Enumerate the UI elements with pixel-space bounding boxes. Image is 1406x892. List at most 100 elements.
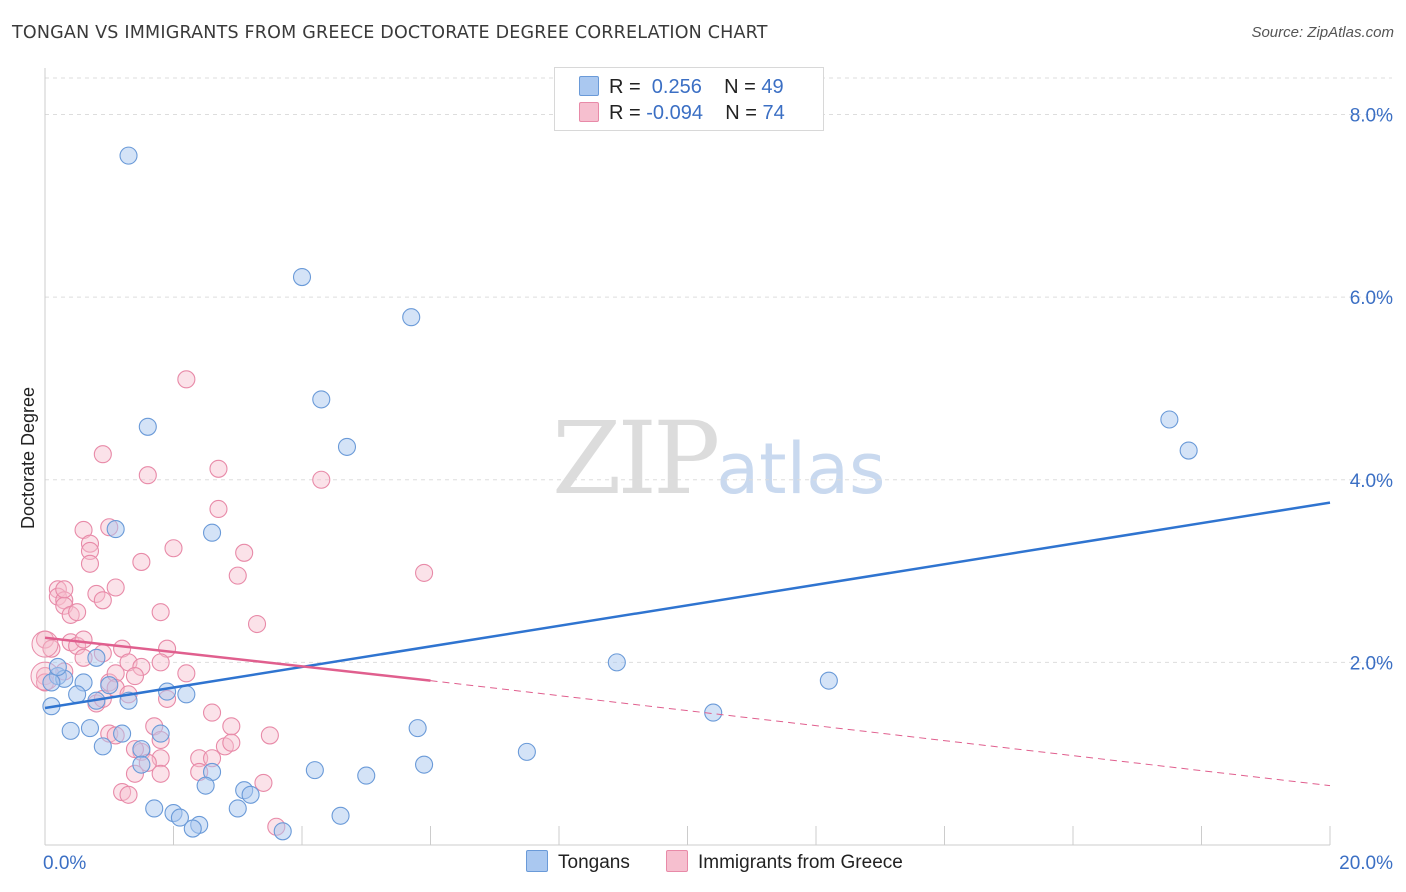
y-tick-label: 4.0%: [1350, 471, 1393, 492]
point-tongans: [273, 822, 292, 841]
legend-row-greece: R = -0.094 N = 74: [579, 102, 785, 128]
point-tongans: [119, 146, 138, 165]
point-tongans: [331, 806, 350, 825]
point-immigrants-from-greece: [132, 657, 151, 676]
point-immigrants-from-greece: [80, 554, 100, 573]
bottom-legend-greece: Immigrants from Greece: [666, 850, 903, 874]
point-immigrants-from-greece: [93, 445, 112, 464]
point-tongans: [158, 682, 177, 701]
trendline-greece-extrapolated: [430, 680, 1331, 787]
axes: [44, 68, 1331, 846]
y-tick-label: 8.0%: [1350, 106, 1393, 127]
source-credit: Source: ZipAtlas.com: [1251, 24, 1394, 41]
point-tongans: [819, 671, 838, 690]
point-immigrants-from-greece: [125, 667, 144, 686]
point-tongans: [241, 785, 260, 804]
series-tongans: [42, 146, 1198, 841]
point-tongans: [113, 724, 132, 743]
point-tongans: [151, 724, 170, 743]
point-tongans: [100, 676, 119, 695]
point-tongans: [415, 755, 434, 774]
grid-lines: [45, 77, 1392, 663]
bottom-legend-tongans: Tongans: [526, 850, 630, 874]
legend-r-value: -0.094: [646, 102, 703, 124]
point-tongans: [1160, 410, 1179, 429]
correlation-legend: R = 0.256 N = 49 R = -0.094 N = 74: [554, 67, 824, 131]
point-tongans: [145, 799, 164, 818]
point-immigrants-from-greece: [164, 539, 183, 558]
point-immigrants-from-greece: [42, 639, 61, 658]
y-axis-label: Doctorate Degree: [18, 387, 38, 529]
point-immigrants-from-greece: [151, 764, 170, 783]
legend-n-label: N =: [724, 76, 762, 98]
watermark-atlas: atlas: [716, 428, 886, 510]
legend-n-value: 74: [762, 102, 785, 124]
point-tongans: [1179, 441, 1198, 460]
y-tick-label: 6.0%: [1350, 288, 1393, 309]
point-immigrants-from-greece: [132, 552, 151, 571]
legend-swatch-blue: [579, 76, 599, 96]
legend-n-label: N =: [725, 102, 763, 124]
point-immigrants-from-greece: [106, 578, 125, 597]
point-immigrants-from-greece: [93, 591, 112, 610]
point-tongans: [196, 776, 215, 795]
point-tongans: [80, 719, 100, 738]
point-immigrants-from-greece: [222, 717, 241, 736]
point-immigrants-from-greece: [177, 664, 196, 683]
x-tick-label: 0.0%: [43, 853, 86, 874]
point-tongans: [607, 653, 626, 672]
point-immigrants-from-greece: [209, 499, 228, 519]
point-immigrants-from-greece: [68, 603, 87, 622]
trendline-tongans: [44, 501, 1331, 710]
point-immigrants-from-greece: [80, 534, 100, 553]
point-immigrants-from-greece: [151, 603, 170, 622]
point-tongans: [305, 761, 324, 780]
point-tongans: [408, 719, 427, 738]
point-immigrants-from-greece: [48, 580, 67, 599]
point-tongans: [132, 755, 151, 774]
point-immigrants-from-greece: [190, 749, 209, 768]
point-tongans: [402, 308, 421, 327]
chart-title: TONGAN VS IMMIGRANTS FROM GREECE DOCTORA…: [12, 23, 768, 43]
point-immigrants-from-greece: [138, 466, 157, 485]
x-tick-label: 20.0%: [1339, 853, 1393, 874]
point-immigrants-from-greece: [87, 584, 106, 603]
point-immigrants-from-greece: [222, 733, 241, 752]
point-immigrants-from-greece: [228, 566, 247, 585]
point-tongans: [312, 390, 331, 409]
tick-labels: 2.0% 4.0% 6.0% 8.0% 0.0% 20.0%: [43, 106, 1393, 874]
legend-n-value: 49: [761, 76, 784, 98]
point-tongans: [138, 417, 157, 436]
point-immigrants-from-greece: [254, 773, 273, 792]
watermark-zip: ZIP: [552, 400, 720, 517]
bottom-legend-swatch-blue: [526, 850, 548, 872]
point-immigrants-from-greece: [177, 370, 196, 389]
legend-r-label: R =: [609, 76, 647, 98]
point-tongans: [106, 520, 125, 539]
point-immigrants-from-greece: [151, 653, 170, 672]
point-tongans: [357, 766, 376, 785]
point-immigrants-from-greece: [55, 580, 74, 599]
point-immigrants-from-greece: [31, 630, 59, 658]
point-tongans: [228, 799, 247, 818]
point-tongans: [87, 648, 106, 667]
point-tongans: [183, 819, 202, 838]
point-tongans: [48, 657, 67, 676]
point-tongans: [42, 673, 61, 692]
bottom-legend-swatch-pink: [666, 850, 688, 872]
point-tongans: [203, 523, 222, 542]
legend-r-label: R =: [609, 102, 647, 124]
point-immigrants-from-greece: [247, 614, 267, 634]
point-immigrants-from-greece: [209, 459, 228, 478]
point-tongans: [177, 685, 196, 704]
point-immigrants-from-greece: [235, 543, 254, 562]
point-tongans: [337, 437, 357, 456]
legend-swatch-pink: [579, 102, 599, 122]
trendlines: [44, 501, 1331, 787]
watermark: ZIPatlas: [552, 400, 885, 517]
bottom-legend-label: Tongans: [558, 852, 630, 873]
legend-row-tongans: R = 0.256 N = 49: [579, 76, 784, 102]
legend-r-value: 0.256: [646, 76, 702, 98]
point-tongans: [132, 740, 151, 759]
trendline-greece: [44, 636, 431, 682]
